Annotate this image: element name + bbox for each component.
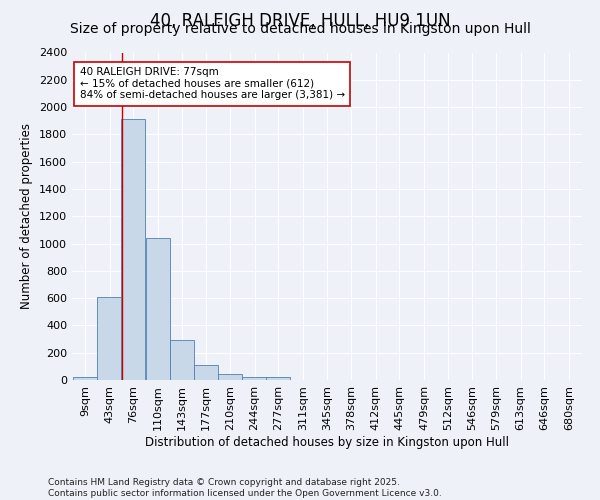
- Text: 40, RALEIGH DRIVE, HULL, HU9 1UN: 40, RALEIGH DRIVE, HULL, HU9 1UN: [149, 12, 451, 30]
- Bar: [121, 120, 145, 380]
- Bar: [242, 378, 266, 380]
- Bar: [170, 340, 194, 380]
- Text: Contains HM Land Registry data © Crown copyright and database right 2025.
Contai: Contains HM Land Registry data © Crown c…: [48, 478, 442, 498]
- X-axis label: Distribution of detached houses by size in Kingston upon Hull: Distribution of detached houses by size …: [145, 436, 509, 448]
- Text: Size of property relative to detached houses in Kingston upon Hull: Size of property relative to detached ho…: [70, 22, 530, 36]
- Bar: [218, 374, 242, 380]
- Y-axis label: Number of detached properties: Number of detached properties: [20, 123, 34, 309]
- Bar: [97, 297, 122, 380]
- Bar: [266, 378, 290, 380]
- Bar: [146, 238, 170, 380]
- Bar: [194, 365, 218, 380]
- Text: 40 RALEIGH DRIVE: 77sqm
← 15% of detached houses are smaller (612)
84% of semi-d: 40 RALEIGH DRIVE: 77sqm ← 15% of detache…: [80, 67, 345, 100]
- Bar: [73, 378, 97, 380]
